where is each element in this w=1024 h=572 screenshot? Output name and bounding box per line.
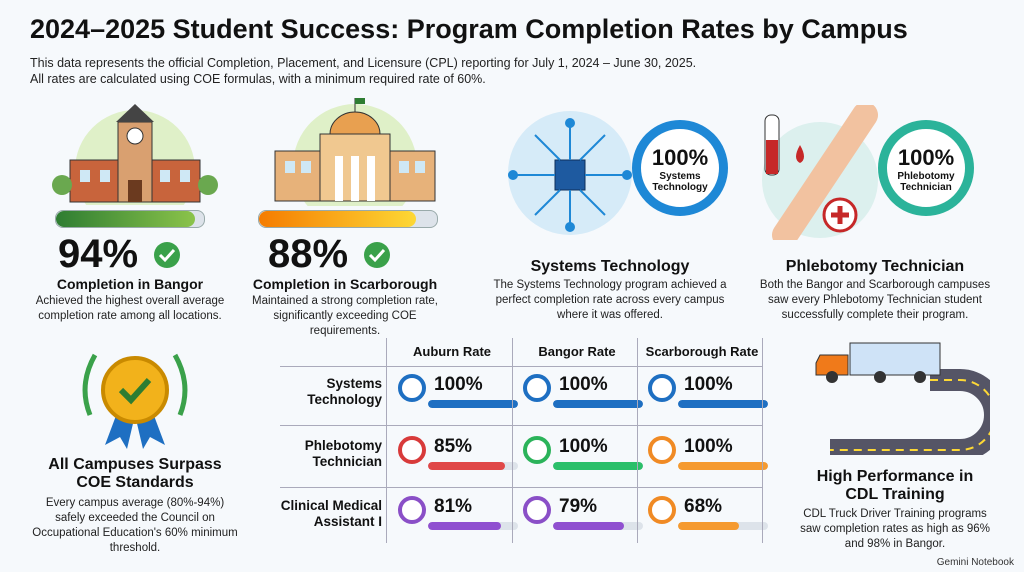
table-divider xyxy=(637,338,638,543)
stat-text: Maintained a strong completion rate, sig… xyxy=(251,295,439,337)
stat-value: 88% xyxy=(268,232,349,276)
check-icon xyxy=(154,242,180,268)
cell-value: 100% xyxy=(684,374,733,395)
subtitle: All rates are calculated using COE formu… xyxy=(30,72,486,86)
program-text: Both the Bangor and Scarborough campuses… xyxy=(759,279,991,321)
program-text: The Systems Technology program achieved … xyxy=(493,279,727,321)
cell-value: 100% xyxy=(559,374,608,395)
cdl-text: CDL Truck Driver Training programs saw c… xyxy=(800,508,990,550)
standards-title: All Campuses Surpass COE Standards xyxy=(48,456,222,492)
cell-track xyxy=(428,462,518,470)
cell-bar xyxy=(428,400,518,408)
cell-value: 68% xyxy=(684,496,723,517)
table-divider xyxy=(512,338,513,543)
table-divider xyxy=(386,338,387,543)
progress-bar xyxy=(259,211,416,227)
cell-track xyxy=(553,522,643,530)
cell-bar xyxy=(428,462,505,470)
title: 2024–2025 Student Success: Program Compl… xyxy=(30,14,908,44)
cell-icon xyxy=(523,496,551,524)
row-label: Phlebotomy Technician xyxy=(304,438,382,470)
stat-label: Completion in Bangor xyxy=(56,276,204,292)
cell-bar xyxy=(553,522,625,530)
cell-value: 79% xyxy=(559,496,598,517)
cell-icon xyxy=(398,436,426,464)
cell-icon xyxy=(648,374,676,402)
progress-bar xyxy=(56,211,196,227)
truck-road-illustration xyxy=(815,342,990,455)
row-label: Systems Technology xyxy=(307,376,382,408)
cell-icon xyxy=(648,496,676,524)
cell-track xyxy=(678,400,768,408)
stat-value: 94% xyxy=(58,232,139,276)
row-label: Clinical Medical Assistant I xyxy=(280,498,382,530)
column-header: Bangor Rate xyxy=(538,344,616,359)
table-divider xyxy=(280,425,762,426)
cell-bar xyxy=(428,522,501,530)
column-header: Scarborough Rate xyxy=(645,344,759,359)
badge-label: Systems Technology xyxy=(652,171,708,193)
badge-value: 100% xyxy=(651,145,709,170)
cell-bar xyxy=(678,400,768,408)
cell-value: 85% xyxy=(434,436,473,457)
cell-track xyxy=(428,400,518,408)
cell-track xyxy=(428,522,518,530)
cell-bar xyxy=(553,462,643,470)
bangor-illustration xyxy=(52,104,218,205)
table-divider xyxy=(762,338,763,543)
cell-track xyxy=(678,522,768,530)
stat-label: Completion in Scarborough xyxy=(252,276,438,292)
table-divider xyxy=(280,366,762,367)
cell-icon xyxy=(398,496,426,524)
program-title: Phlebotomy Technician xyxy=(785,258,965,275)
subtitle: This data represents the official Comple… xyxy=(30,56,697,70)
check-icon xyxy=(364,242,390,268)
progress-track xyxy=(258,210,438,228)
table-divider xyxy=(280,487,762,488)
cell-icon xyxy=(523,436,551,464)
cell-value: 100% xyxy=(684,436,733,457)
badge-ring: 100% Phlebotomy Technician xyxy=(878,120,974,216)
award-badge xyxy=(82,353,188,449)
cdl-title: High Performance in CDL Training xyxy=(816,468,974,504)
cell-value: 100% xyxy=(434,374,483,395)
cell-bar xyxy=(678,522,740,530)
cell-value: 100% xyxy=(559,436,608,457)
circuit-illustration xyxy=(508,111,632,235)
badge-label: Phlebotomy Technician xyxy=(897,171,955,193)
cell-icon xyxy=(648,436,676,464)
scarborough-illustration xyxy=(274,98,436,206)
cell-icon xyxy=(523,374,551,402)
cell-icon xyxy=(398,374,426,402)
cell-track xyxy=(553,462,643,470)
program-title: Systems Technology xyxy=(530,258,690,275)
stat-text: Achieved the highest overall average com… xyxy=(35,295,225,322)
column-header: Auburn Rate xyxy=(413,344,491,359)
progress-track xyxy=(55,210,205,228)
cell-value: 81% xyxy=(434,496,473,517)
cell-track xyxy=(678,462,768,470)
cell-track xyxy=(553,400,643,408)
badge-ring: 100% Systems Technology xyxy=(632,120,728,216)
badge-value: 100% xyxy=(897,145,955,170)
cell-bar xyxy=(678,462,768,470)
phlebotomy-illustration xyxy=(762,105,878,240)
standards-text: Every campus average (80%-94%) safely ex… xyxy=(32,497,238,554)
footer: Gemini Notebook xyxy=(936,557,1014,568)
cell-bar xyxy=(553,400,643,408)
